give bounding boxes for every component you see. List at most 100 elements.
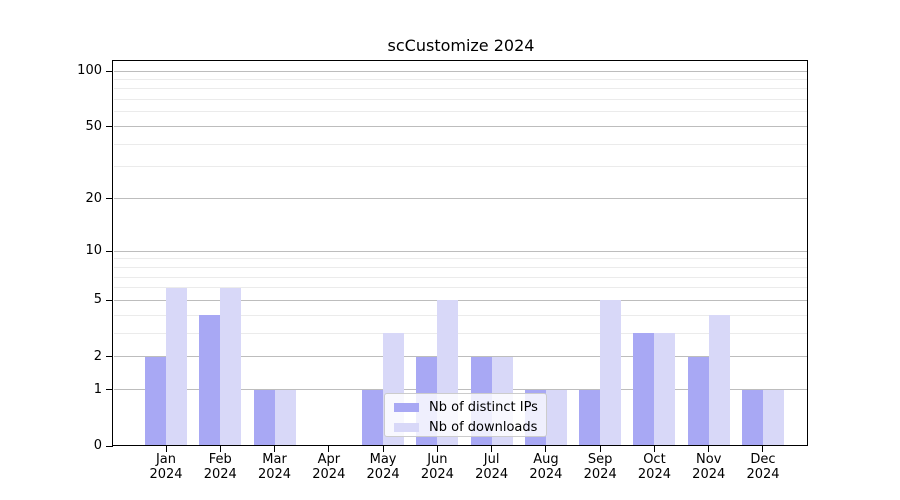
x-tick-label-mar: Mar 2024 [247,452,303,482]
y-tick-label-10: 10 [85,243,102,259]
gridline-minor-80 [114,88,808,90]
x-tick-label-year: 2024 [257,466,292,482]
gridline-minor-40 [114,143,808,145]
x-tick-label-year: 2024 [529,466,563,482]
x-tick-label-month: Mar [262,452,287,467]
x-axis-tick-jan [165,446,167,452]
x-tick-label-month: Jun [427,452,448,467]
x-tick-label-jul: Jul 2024 [464,452,520,482]
bar-downloads-mar [274,389,296,446]
gridline-major-50 [114,126,808,128]
y-tick-label-50: 50 [85,118,102,134]
y-axis-tick-20 [106,198,113,200]
gridline-major-5 [114,299,808,301]
bar-downloads-dec [762,389,784,446]
legend-entry-downloads: Nb of downloads [385,418,546,436]
bar-downloads-sep [600,300,622,446]
gridline-minor-8 [114,266,808,268]
gridline-minor-4 [114,314,808,316]
gridline-minor-60 [114,111,808,113]
legend-label-distinct-ips: Nb of distinct IPs [429,399,538,415]
x-axis-tick-nov [708,446,710,452]
gridline-minor-9 [114,258,808,260]
x-tick-label-month: Jul [483,452,500,467]
x-tick-label-month: Aug [533,452,559,467]
x-tick-label-month: Oct [643,452,666,467]
gridline-minor-70 [114,99,808,101]
x-tick-label-month: Feb [208,452,232,467]
x-tick-label-year: 2024 [475,466,509,482]
y-axis-tick-10 [106,250,113,252]
bar-downloads-nov [708,315,730,446]
x-axis-tick-feb [219,446,221,452]
y-axis-tick-5 [106,299,113,301]
x-tick-label-may: May 2024 [355,452,411,482]
y-tick-label-2: 2 [93,348,102,364]
y-axis-tick-0 [106,445,113,447]
y-tick-label-0: 0 [93,438,102,453]
bar-distinct-ips-nov [687,356,709,446]
x-tick-label-year: 2024 [203,466,237,482]
legend-swatch-distinct-ips [394,402,419,412]
legend-swatch-downloads [394,422,419,432]
bar-downloads-oct [654,333,676,446]
x-tick-label-feb: Feb 2024 [192,452,248,482]
bar-distinct-ips-dec [741,389,763,446]
gridline-major-1 [114,389,808,391]
x-tick-label-year: 2024 [420,466,454,482]
x-axis-tick-may [382,446,384,452]
x-axis-tick-mar [274,446,276,452]
x-axis-tick-jul [491,446,493,452]
x-axis-tick-oct [653,446,655,452]
x-tick-label-year: 2024 [366,466,400,482]
x-tick-label-month: Apr [317,452,341,467]
y-axis-tick-2 [106,356,113,358]
x-tick-label-aug: Aug 2024 [518,452,574,482]
x-tick-label-month: Nov [696,452,722,467]
x-tick-label-year: 2024 [692,466,726,482]
x-tick-label-jun: Jun 2024 [409,452,465,482]
gridline-major-20 [114,198,808,200]
bar-distinct-ips-oct [633,333,655,446]
x-tick-label-month: Dec [750,452,776,467]
gridline-minor-30 [114,166,808,168]
gridline-major-100 [114,70,808,72]
y-tick-label-20: 20 [85,190,102,206]
gridline-major-10 [114,250,808,252]
x-axis-tick-apr [328,446,330,452]
bar-distinct-ips-feb [199,315,221,446]
x-tick-label-year: 2024 [149,466,183,482]
bar-downloads-feb [220,287,242,446]
x-tick-label-dec: Dec 2024 [735,452,791,482]
y-tick-label-100: 100 [77,63,102,78]
x-axis-tick-sep [599,446,601,452]
bar-distinct-ips-jan [145,356,166,446]
bar-downloads-aug [545,389,567,446]
y-tick-label-1: 1 [93,381,102,397]
chart-title: scCustomize 2024 [387,36,535,55]
x-tick-label-year: 2024 [637,466,671,482]
gridline-minor-3 [114,332,808,334]
x-tick-label-apr: Apr 2024 [301,452,357,482]
bar-downloads-jan [166,287,187,446]
gridline-minor-90 [114,78,808,80]
x-tick-label-month: Sep [587,452,613,467]
y-axis-tick-1 [106,389,113,391]
x-tick-label-nov: Nov 2024 [681,452,737,482]
x-tick-label-year: 2024 [583,466,617,482]
y-axis-tick-100 [106,70,113,72]
x-axis-tick-jun [436,446,438,452]
gridline-minor-6 [114,287,808,289]
legend-box: Nb of distinct IPs Nb of downloads [384,393,547,437]
bar-distinct-ips-may [362,389,384,446]
x-tick-label-jan: Jan 2024 [138,452,194,482]
x-tick-label-year: 2024 [746,466,780,482]
bar-distinct-ips-mar [253,389,275,446]
bar-distinct-ips-sep [579,389,601,446]
gridline-major-2 [114,356,808,358]
x-tick-label-month: Jan [155,452,177,467]
x-axis-tick-dec [762,446,764,452]
gridline-minor-7 [114,276,808,278]
x-tick-label-oct: Oct 2024 [626,452,682,482]
